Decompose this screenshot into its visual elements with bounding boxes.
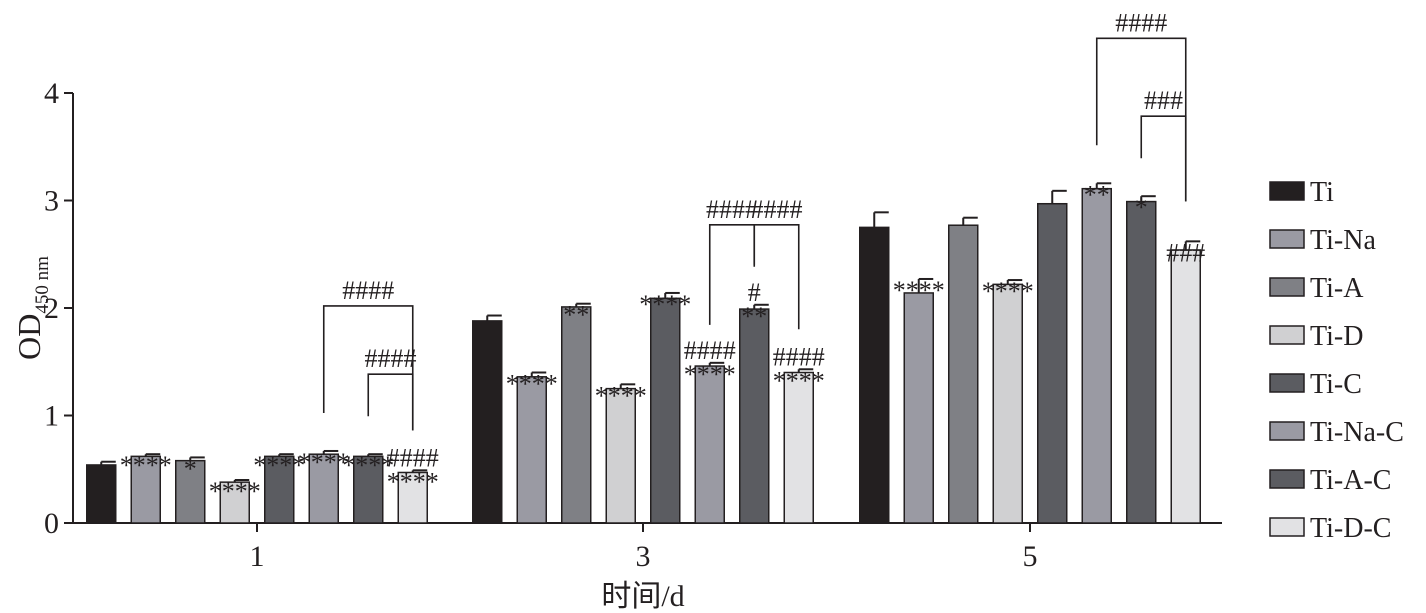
significance-mark: **** <box>595 381 647 410</box>
y-tick-label: 1 <box>44 400 59 433</box>
bar <box>353 455 384 524</box>
comparison-bracket <box>753 223 800 330</box>
x-tick-label: 3 <box>636 540 651 573</box>
bracket-label: #### <box>1115 8 1167 37</box>
legend-label: Ti <box>1310 177 1334 208</box>
bar <box>739 308 770 524</box>
bar <box>397 471 428 524</box>
significance-mark: **** <box>506 370 558 399</box>
significance-mark: **** <box>120 451 172 480</box>
significance-mark: **** <box>773 366 825 395</box>
legend-label: Ti-C <box>1310 369 1362 400</box>
comparison-bracket <box>1140 115 1187 202</box>
significance-mark: ** <box>741 302 767 331</box>
legend-swatch <box>1269 325 1305 345</box>
x-tick-label: 1 <box>250 540 265 573</box>
bar <box>948 224 979 524</box>
bar <box>992 283 1023 524</box>
bar <box>1126 200 1157 524</box>
legend-label: Ti-D <box>1310 321 1363 352</box>
legend-label: Ti-Na <box>1310 225 1376 256</box>
legend-swatch <box>1269 373 1305 393</box>
y-axis-title-subscript: 450 nm <box>32 256 53 314</box>
significance-mark: **** <box>684 360 736 389</box>
legend-label: Ti-A-C <box>1310 465 1391 496</box>
significance-mark: * <box>1135 193 1148 222</box>
significance-mark: ** <box>563 301 589 330</box>
significance-mark: **** <box>387 467 439 496</box>
significance-mark: **** <box>982 277 1034 306</box>
comparison-bracket <box>367 373 414 431</box>
y-tick-label: 2 <box>44 292 59 325</box>
x-axis-title: 时间/d <box>601 580 684 613</box>
legend-swatch <box>1269 277 1305 297</box>
significance-mark: **** <box>342 451 394 480</box>
bar <box>903 292 934 524</box>
bracket-label: #### <box>751 195 803 224</box>
significance-mark: ** <box>1084 180 1110 209</box>
significance-mark: **** <box>893 276 945 305</box>
bracket-label: #### <box>342 276 394 305</box>
significance-mark: # <box>748 278 761 307</box>
bar <box>308 453 339 524</box>
significance-mark: * <box>184 454 197 483</box>
bar <box>130 455 161 524</box>
significance-mark: **** <box>253 451 305 480</box>
significance-mark: **** <box>639 290 691 319</box>
x-axis: 1 3 5 <box>73 522 1222 573</box>
y-tick-label: 3 <box>44 185 59 218</box>
bar <box>694 365 725 524</box>
bar <box>472 320 503 524</box>
bar <box>650 297 681 524</box>
significance-mark: #### <box>684 336 736 365</box>
significance-annotations: **** *****************####***************… <box>120 180 1206 506</box>
bar <box>605 387 636 524</box>
legend: Ti Ti-Na Ti-A Ti-D Ti-C Ti-Na-C Ti-A-C Ti-D-C <box>1269 177 1404 544</box>
comparison-bracket <box>322 305 414 431</box>
bars <box>86 182 1201 524</box>
legend-label: Ti-D-C <box>1310 513 1391 544</box>
significance-mark: ### <box>1166 238 1205 267</box>
significance-mark: **** <box>209 477 261 506</box>
x-tick-label: 5 <box>1023 540 1038 573</box>
legend-label: Ti-Na-C <box>1310 417 1404 448</box>
bar <box>1037 202 1068 524</box>
legend-swatch <box>1269 469 1305 489</box>
bracket-label: #### <box>365 344 417 373</box>
bar <box>561 306 592 524</box>
legend-swatch <box>1269 181 1305 201</box>
bar <box>1170 249 1201 524</box>
y-tick-label: 0 <box>44 507 59 540</box>
comparison-brackets: ####################### <box>322 8 1187 431</box>
bar <box>86 464 117 524</box>
y-axis: 0 1 2 3 4 <box>44 77 74 540</box>
bar <box>1081 187 1112 524</box>
y-tick-label: 4 <box>44 77 59 110</box>
legend-swatch <box>1269 421 1305 441</box>
legend-swatch <box>1269 229 1305 249</box>
y-axis-title-main: OD <box>11 314 47 360</box>
bar <box>516 376 547 524</box>
bar <box>859 226 890 524</box>
significance-mark: **** <box>298 448 350 477</box>
y-axis-title: OD450 nm <box>11 256 53 360</box>
legend-label: Ti-A <box>1310 273 1364 304</box>
bracket-label: ### <box>1144 86 1183 115</box>
significance-mark: #### <box>387 443 439 472</box>
bracket-label: #### <box>706 195 758 224</box>
significance-mark: #### <box>773 342 825 371</box>
legend-swatch <box>1269 517 1305 537</box>
